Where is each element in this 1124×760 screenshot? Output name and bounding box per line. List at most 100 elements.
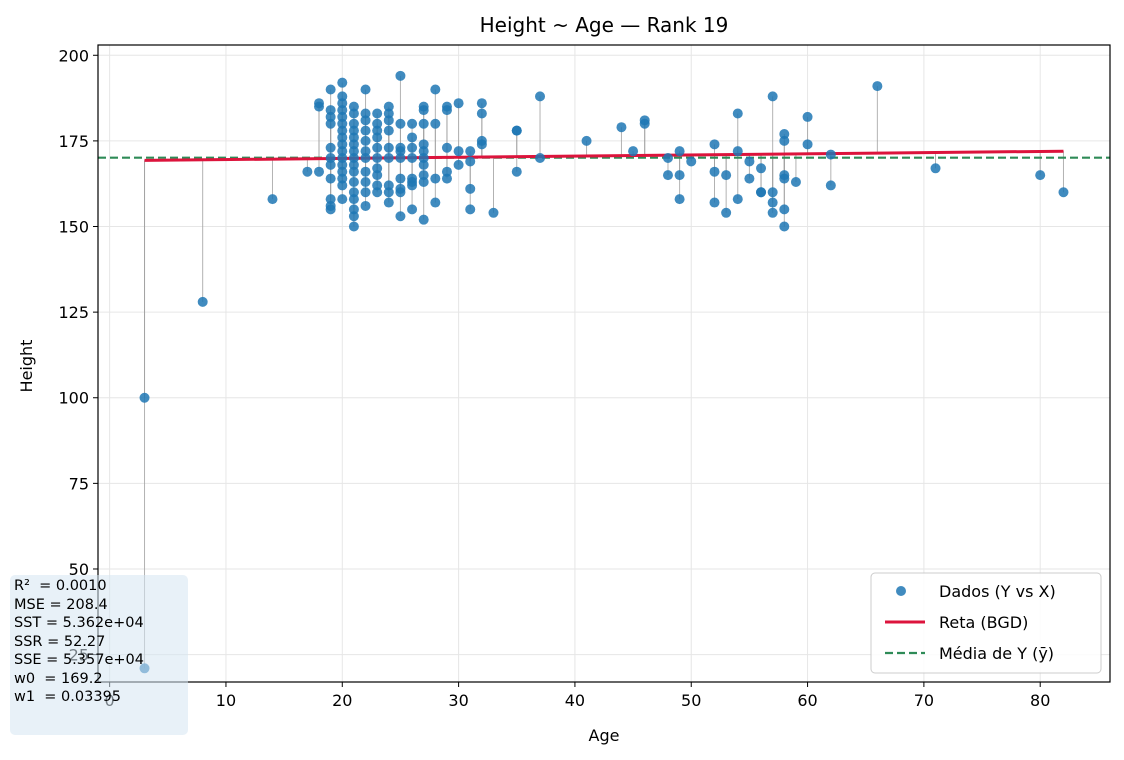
data-point [325, 118, 336, 129]
data-point [395, 173, 406, 184]
data-point [197, 296, 208, 307]
data-point [372, 142, 383, 153]
regression-line-group [144, 149, 1064, 162]
data-point [418, 139, 429, 150]
data-point [407, 142, 418, 153]
data-point [360, 153, 371, 164]
data-point [395, 211, 406, 222]
data-point [360, 146, 371, 157]
data-point [337, 166, 348, 177]
data-point [802, 139, 813, 150]
data-point [418, 153, 429, 164]
data-point [395, 146, 406, 157]
data-point [383, 187, 394, 198]
data-point [756, 163, 767, 174]
data-point [744, 173, 755, 184]
data-point [779, 204, 790, 215]
y-axis-ticks: 255075100125150175200 [58, 46, 98, 665]
data-point [360, 108, 371, 119]
data-point [709, 197, 720, 208]
data-point [348, 194, 359, 205]
data-point [348, 159, 359, 170]
data-point [372, 180, 383, 191]
data-point [732, 194, 743, 205]
plot-frame [97, 44, 1111, 683]
data-point [628, 146, 639, 157]
y-axis-label: Height [17, 340, 36, 393]
data-point [732, 108, 743, 119]
data-point [639, 118, 650, 129]
data-point [360, 125, 371, 136]
data-point [790, 176, 801, 187]
y-tick-label: 200 [58, 46, 89, 65]
data-point [348, 211, 359, 222]
data-point [441, 105, 452, 116]
data-point [465, 156, 476, 167]
data-point [337, 159, 348, 170]
stats-line: R² = 0.0010 [14, 578, 107, 594]
data-point [616, 122, 627, 133]
data-point [721, 170, 732, 181]
data-point [372, 187, 383, 198]
data-point [360, 115, 371, 126]
data-point [337, 173, 348, 184]
data-point [662, 170, 673, 181]
data-point [267, 194, 278, 205]
data-point [709, 139, 720, 150]
stats-box: R² = 0.0010 MSE = 208.4 SST = 5.362e+04 SSR… [10, 575, 188, 735]
data-point [372, 125, 383, 136]
data-point [407, 132, 418, 143]
data-point [674, 170, 685, 181]
data-point [372, 153, 383, 164]
data-point [1035, 170, 1046, 181]
data-point [395, 70, 406, 81]
data-point [453, 98, 464, 109]
data-point [383, 101, 394, 112]
x-tick-label: 30 [448, 691, 468, 710]
data-point [872, 81, 883, 92]
data-point [744, 156, 755, 167]
data-point [372, 132, 383, 143]
x-axis-label: Age [589, 726, 620, 745]
data-point [756, 187, 767, 198]
data-point [325, 204, 336, 215]
data-point [407, 153, 418, 164]
legend-marker-points [896, 586, 906, 596]
data-point [337, 194, 348, 205]
data-point [372, 118, 383, 129]
stats-line: SSE = 5.357e+04 [14, 652, 144, 668]
data-point [779, 135, 790, 146]
data-point [430, 173, 441, 184]
data-point [779, 221, 790, 232]
data-point [441, 166, 452, 177]
data-point [767, 197, 778, 208]
data-point [348, 176, 359, 187]
x-tick-label: 40 [565, 691, 585, 710]
data-point [337, 105, 348, 116]
data-point [337, 111, 348, 122]
data-point [825, 149, 836, 160]
x-tick-label: 70 [914, 691, 934, 710]
data-point [407, 118, 418, 129]
data-point [302, 166, 313, 177]
data-point [372, 170, 383, 181]
data-point [337, 125, 348, 136]
legend-label: Reta (BGD) [939, 613, 1028, 632]
data-point [372, 163, 383, 174]
data-point [395, 153, 406, 164]
data-point [337, 180, 348, 191]
data-point [662, 153, 673, 164]
data-point [430, 118, 441, 129]
data-point [721, 207, 732, 218]
data-point [325, 142, 336, 153]
data-point [348, 125, 359, 136]
chart-title: Height ~ Age — Rank 19 [480, 13, 729, 37]
data-point [348, 132, 359, 143]
stats-line: SST = 5.362e+04 [14, 615, 144, 631]
data-point [418, 146, 429, 157]
x-axis-ticks: 01020304050607080 [105, 682, 1050, 710]
data-point [337, 153, 348, 164]
data-point [407, 204, 418, 215]
data-point [732, 146, 743, 157]
data-point [709, 166, 720, 177]
